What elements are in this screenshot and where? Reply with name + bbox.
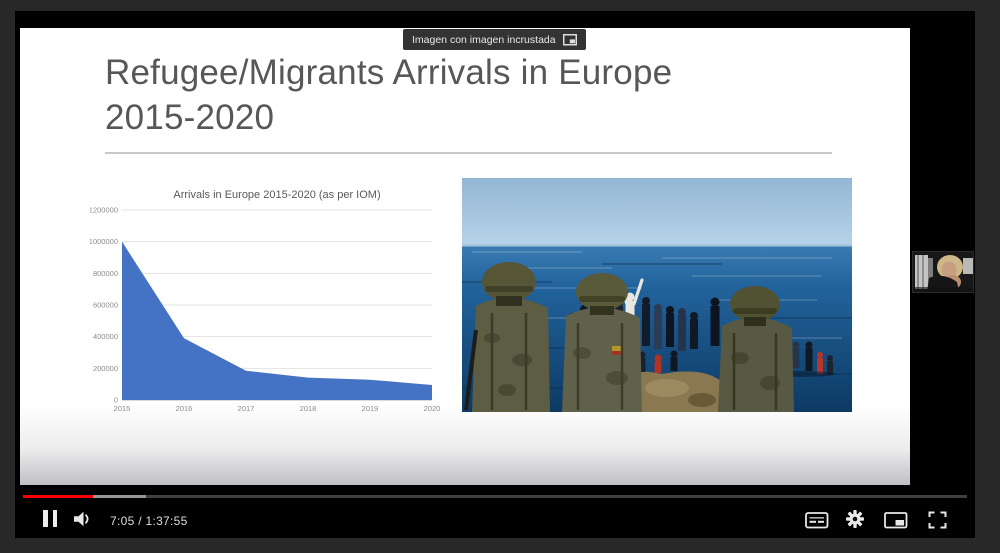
pause-button[interactable] — [42, 510, 58, 527]
presentation-slide: Refugee/Migrants Arrivals in Europe 2015… — [20, 28, 910, 485]
soldier-right — [718, 286, 794, 412]
video-player[interactable]: Refugee/Migrants Arrivals in Europe 2015… — [15, 11, 975, 538]
title-divider — [105, 152, 832, 154]
migrants-photo — [462, 178, 852, 412]
migrants-photo-art — [462, 178, 852, 412]
picture-in-picture-icon — [562, 33, 577, 45]
time-display: 7:05 / 1:37:55 — [110, 514, 188, 528]
progress-played — [23, 495, 93, 498]
arrivals-chart-container: 0 200000 400000 600000 800000 1000000 1200000 2… — [89, 183, 460, 413]
svg-text:2017: 2017 — [238, 404, 255, 413]
volume-button[interactable] — [73, 511, 96, 527]
svg-text:1200000: 1200000 — [90, 206, 118, 215]
slide-title-line2: 2015-2020 — [105, 98, 275, 137]
svg-text:Arrivals in Europe 2015-2020 (: Arrivals in Europe 2015-2020 (as per IOM… — [173, 189, 380, 201]
fullscreen-icon — [928, 511, 947, 529]
svg-text:200000: 200000 — [93, 364, 118, 373]
soldier-center — [562, 273, 642, 412]
svg-text:2020: 2020 — [424, 404, 441, 413]
slide-title: Refugee/Migrants Arrivals in Europe 2015… — [105, 50, 825, 140]
pause-bar — [43, 510, 48, 527]
settings-button[interactable] — [846, 510, 864, 528]
miniplayer-button[interactable] — [884, 512, 908, 529]
svg-text:1000000: 1000000 — [90, 237, 118, 246]
svg-text:2016: 2016 — [176, 404, 193, 413]
svg-text:2018: 2018 — [300, 404, 317, 413]
volume-icon — [74, 511, 89, 527]
slide-title-line1: Refugee/Migrants Arrivals in Europe — [105, 53, 673, 92]
svg-text:600000: 600000 — [93, 301, 118, 310]
pip-tooltip-label: Imagen con imagen incrustada — [412, 33, 556, 46]
svg-text:800000: 800000 — [93, 269, 118, 278]
settings-gear-icon — [846, 510, 864, 528]
svg-text:400000: 400000 — [93, 332, 118, 341]
subtitles-button[interactable] — [805, 512, 829, 529]
speaker-webcam-art — [913, 252, 973, 292]
subtitles-icon — [805, 512, 829, 529]
arrivals-chart: 0 200000 400000 600000 800000 1000000 1200000 2… — [89, 189, 441, 413]
fullscreen-button[interactable] — [928, 511, 947, 529]
svg-text:0: 0 — [114, 396, 118, 405]
pip-tooltip: Imagen con imagen incrustada — [403, 29, 586, 50]
pause-bar — [52, 510, 57, 527]
miniplayer-icon — [884, 512, 908, 529]
speaker-webcam-thumbnail — [912, 251, 974, 293]
soldier-left — [464, 262, 550, 412]
svg-text:2019: 2019 — [362, 404, 379, 413]
progress-bar[interactable] — [23, 495, 967, 498]
svg-text:2015: 2015 — [114, 404, 131, 413]
